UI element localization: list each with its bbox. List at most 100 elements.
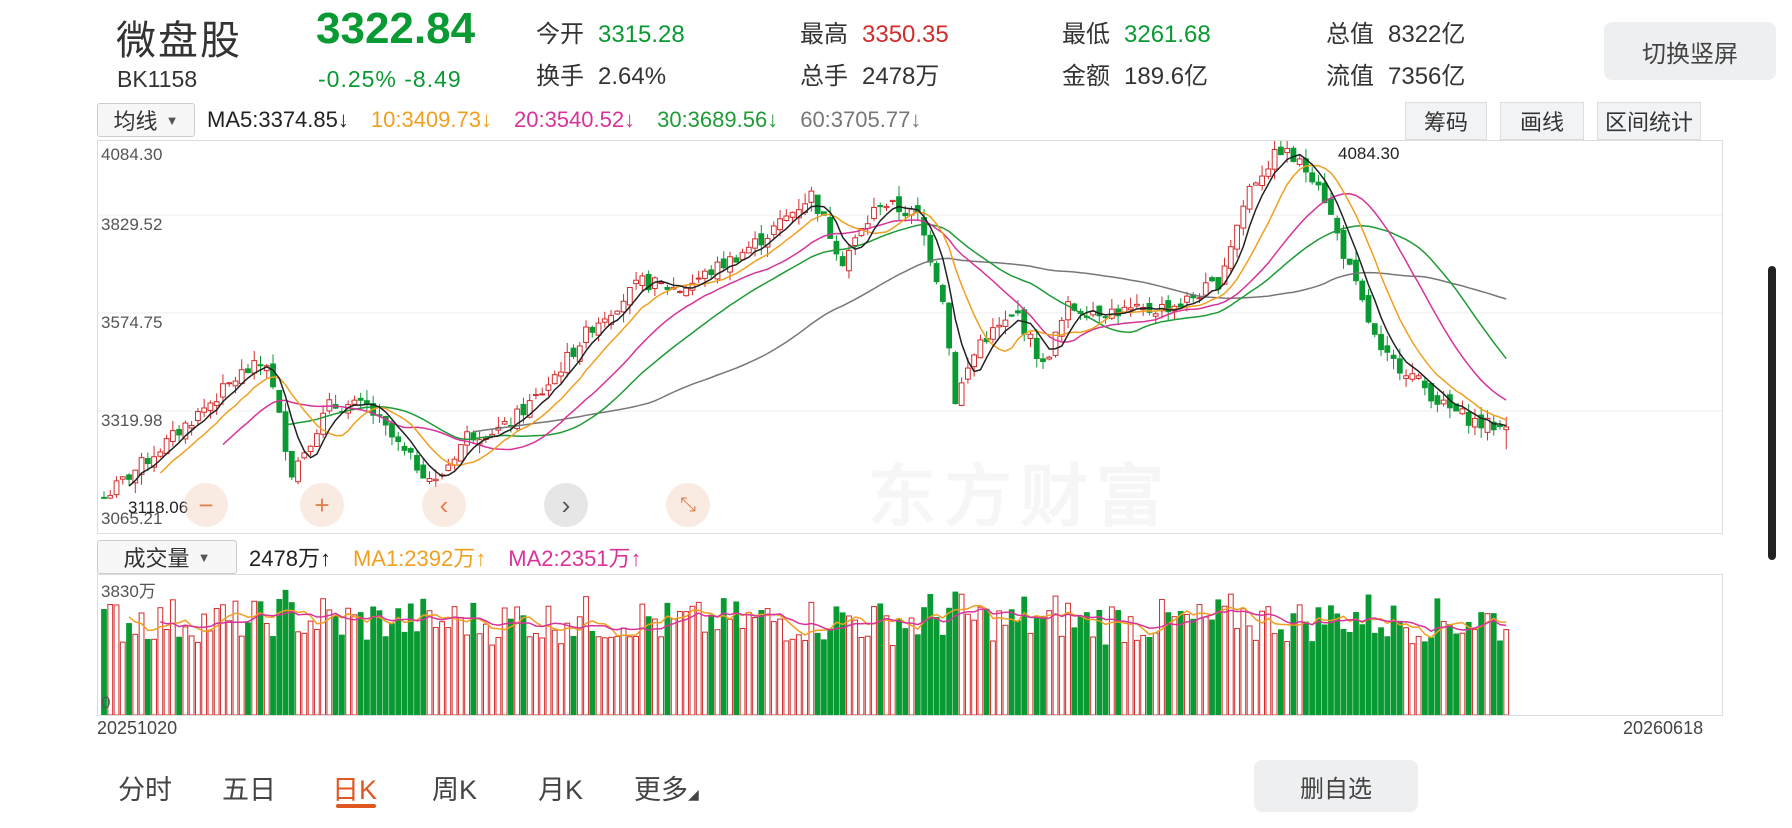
volume-bar bbox=[1490, 613, 1497, 715]
volume-bar bbox=[1465, 621, 1472, 715]
candle-body bbox=[827, 217, 834, 239]
volume-axis-bottom: 0 bbox=[101, 693, 111, 712]
volume-bar bbox=[1252, 639, 1259, 715]
candle-body bbox=[683, 287, 690, 297]
ma30-value: 30:3689.56↓ bbox=[657, 107, 779, 132]
volume-bar bbox=[1127, 616, 1134, 715]
volume-bar bbox=[670, 618, 677, 715]
volume-bar: 成交量 ▼ 2478万↑ MA1:2392万↑ MA2:2351万↑ bbox=[97, 540, 642, 574]
candle-body bbox=[645, 274, 652, 291]
candle-body bbox=[1378, 334, 1384, 351]
candle-body bbox=[1503, 426, 1510, 431]
volume-bar bbox=[226, 620, 233, 715]
candle-body bbox=[1027, 333, 1034, 339]
reset-zoom-icon[interactable]: ⤡ bbox=[666, 483, 710, 527]
candle-body bbox=[539, 393, 546, 396]
candle-body bbox=[1252, 182, 1259, 186]
volume-bar bbox=[1453, 633, 1460, 715]
stat-high: 最高 3350.35 bbox=[800, 21, 949, 48]
kline-panel[interactable]: 东方财富 4084.30 3829.52 3574.75 3319.98 306… bbox=[97, 140, 1723, 534]
volume-bar bbox=[1271, 633, 1278, 715]
candle-body bbox=[251, 360, 258, 374]
volume-bar bbox=[658, 636, 665, 715]
zoom-out-icon[interactable]: − bbox=[184, 483, 228, 527]
candle-body bbox=[896, 196, 902, 213]
volume-bar bbox=[614, 635, 621, 715]
volume-bar bbox=[132, 633, 139, 715]
volume-bar bbox=[1353, 612, 1359, 715]
volume-panel[interactable]: 3830万 0 bbox=[97, 574, 1723, 716]
candle-body bbox=[220, 383, 226, 398]
volume-bar bbox=[1384, 636, 1391, 715]
tab-more[interactable]: 更多◢ bbox=[634, 768, 699, 807]
volume-axis-top: 3830万 bbox=[101, 582, 156, 601]
scrollbar[interactable] bbox=[1768, 266, 1776, 560]
candle-body bbox=[758, 233, 765, 246]
volume-bar bbox=[201, 613, 208, 715]
volume-bar bbox=[126, 623, 132, 715]
tab-intraday[interactable]: 分时 bbox=[118, 775, 172, 805]
chevron-left-icon[interactable]: ‹ bbox=[422, 483, 466, 527]
tab-daily-k[interactable]: 日K bbox=[332, 775, 378, 805]
volume-bar bbox=[664, 602, 671, 715]
volume-bar bbox=[213, 608, 220, 715]
tab-weekly-k[interactable]: 周K bbox=[432, 775, 478, 805]
ma-dropdown[interactable]: 均线 ▼ bbox=[97, 103, 195, 137]
draw-line-button[interactable]: 画线 bbox=[1500, 102, 1584, 140]
volume-bar bbox=[169, 599, 176, 715]
volume-bar bbox=[921, 607, 927, 715]
chevron-right-icon[interactable]: › bbox=[544, 483, 588, 527]
price-axis-label: 4084.30 bbox=[101, 145, 163, 164]
volume-bar bbox=[401, 631, 408, 715]
tab-monthly-k[interactable]: 月K bbox=[538, 775, 584, 805]
candle-body bbox=[733, 257, 740, 263]
tab-five-day[interactable]: 五日 bbox=[222, 775, 276, 805]
volume-bar bbox=[814, 632, 821, 715]
volume-chart[interactable] bbox=[98, 575, 1722, 715]
stat-total-value: 总值 8322亿 bbox=[1326, 21, 1466, 48]
candle-body bbox=[119, 476, 126, 480]
candle-body bbox=[101, 496, 107, 499]
candle-body bbox=[727, 256, 733, 273]
candle-body bbox=[533, 394, 539, 397]
candle-body bbox=[996, 324, 1003, 328]
stock-code: BK1158 bbox=[117, 66, 198, 92]
candle-body bbox=[295, 460, 301, 483]
watermark: 东方财富 bbox=[868, 441, 1172, 540]
volume-bar bbox=[1296, 604, 1303, 715]
candle-body bbox=[1002, 319, 1009, 327]
kline-chart[interactable] bbox=[98, 141, 1722, 533]
price-axis-label: 3319.98 bbox=[101, 411, 163, 430]
volume-bar bbox=[326, 609, 333, 715]
ma20-line bbox=[222, 193, 1507, 451]
volume-bar bbox=[595, 636, 602, 715]
volume-bar bbox=[1434, 598, 1441, 715]
candle-body bbox=[113, 480, 120, 496]
volume-bar bbox=[570, 635, 577, 715]
candle-body bbox=[1152, 313, 1159, 317]
candle-body bbox=[1234, 224, 1240, 250]
candle-body bbox=[282, 411, 289, 452]
volume-bar bbox=[777, 618, 783, 715]
chips-button[interactable]: 筹码 bbox=[1405, 102, 1487, 140]
volume-bar bbox=[263, 622, 270, 715]
candle-body bbox=[1277, 146, 1284, 156]
range-stats-button[interactable]: 区间统计 bbox=[1597, 102, 1701, 140]
ma10-value: 10:3409.73↓ bbox=[370, 107, 492, 132]
remove-watchlist-button[interactable]: 删自选 bbox=[1254, 760, 1418, 812]
candle-body bbox=[389, 422, 395, 438]
zoom-in-icon[interactable]: + bbox=[300, 483, 344, 527]
volume-bar bbox=[996, 610, 1003, 715]
volume-bar bbox=[1171, 616, 1178, 715]
volume-bar bbox=[990, 640, 996, 715]
candle-body bbox=[902, 212, 909, 217]
switch-portrait-button[interactable]: 切换竖屏 bbox=[1604, 22, 1776, 80]
low-annotation: 3118.06 bbox=[128, 498, 189, 517]
volume-bar bbox=[952, 591, 959, 715]
volume-bar bbox=[464, 634, 470, 715]
volume-bar bbox=[583, 596, 589, 715]
volume-dropdown[interactable]: 成交量 ▼ bbox=[97, 540, 237, 574]
volume-bar bbox=[1015, 620, 1021, 715]
candle-body bbox=[1046, 356, 1053, 360]
candle-body bbox=[1127, 307, 1134, 311]
